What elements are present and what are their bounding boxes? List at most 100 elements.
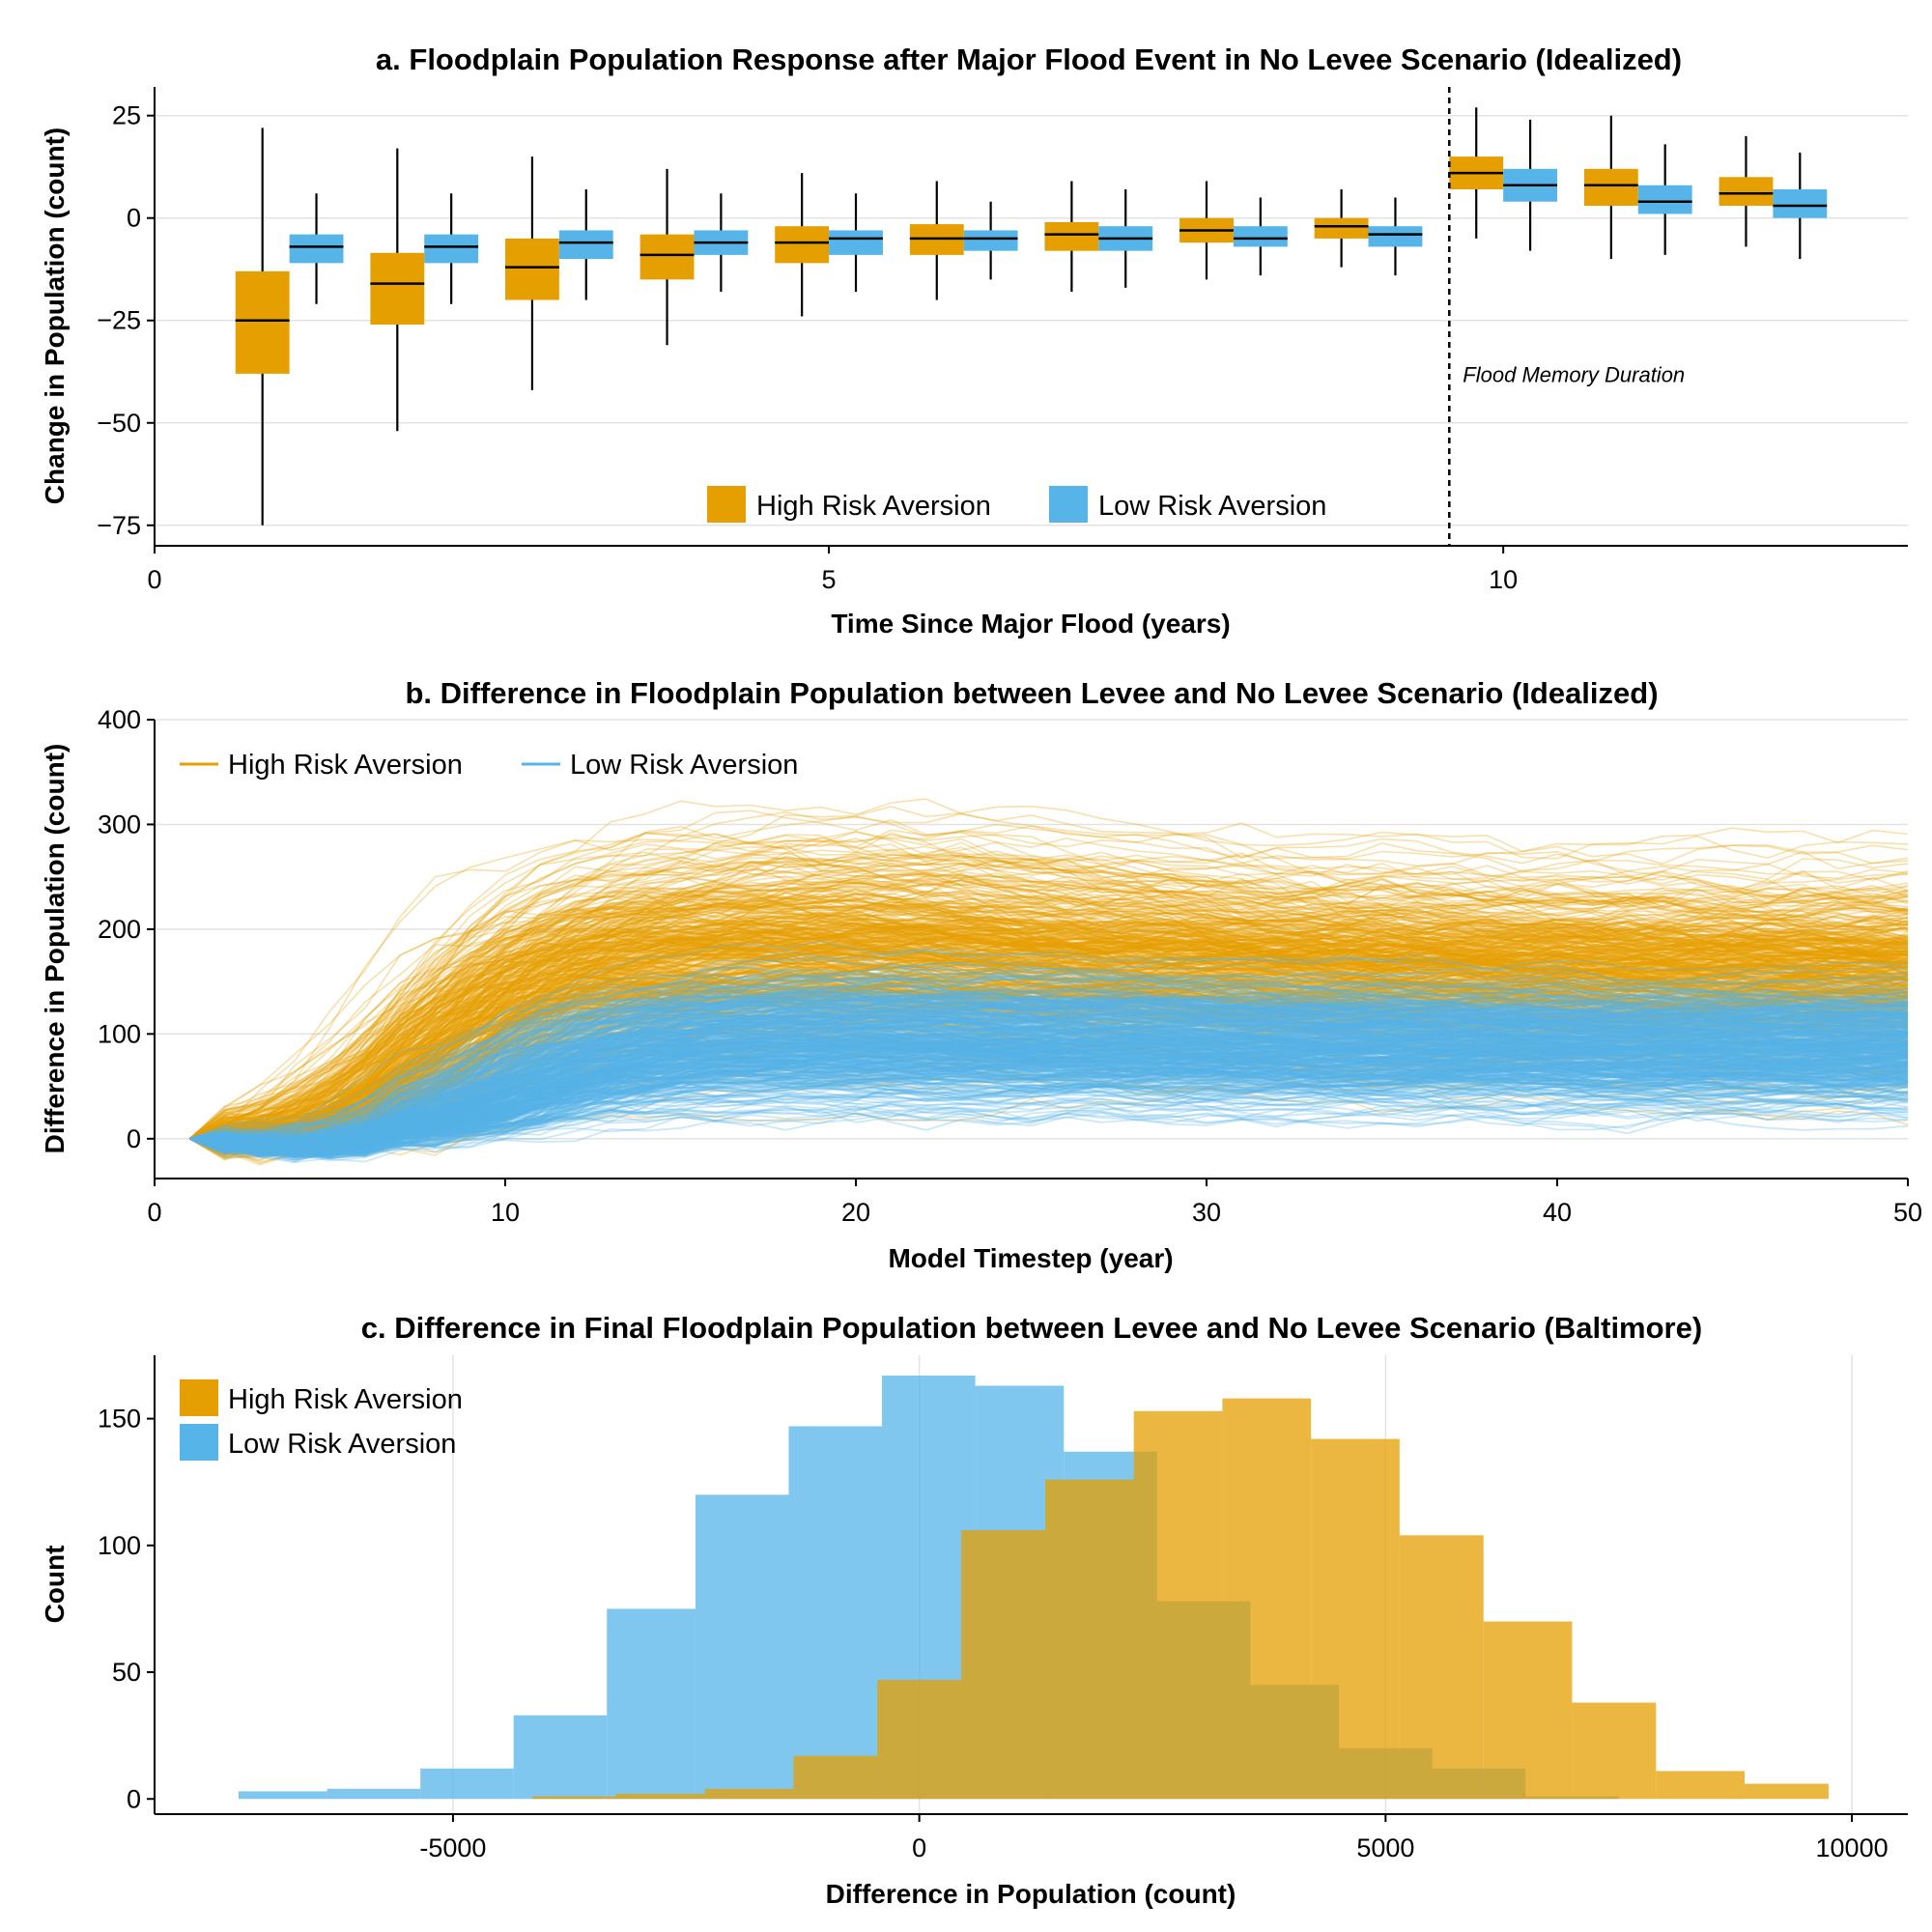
- run-line: [189, 967, 1909, 1152]
- run-line: [188, 937, 1909, 1140]
- run-line: [189, 990, 1909, 1151]
- run-line: [188, 960, 1909, 1140]
- run-line: [189, 920, 1909, 1145]
- run-line: [189, 985, 1909, 1140]
- panel-c-title: c. Difference in Final Floodplain Popula…: [361, 1311, 1702, 1345]
- run-line: [189, 983, 1909, 1149]
- run-line: [189, 988, 1909, 1151]
- run-line: [189, 990, 1909, 1140]
- run-line: [189, 936, 1909, 1140]
- panel-b-grid: [155, 719, 1908, 1140]
- panel-c-xtick-label: 10000: [1816, 1833, 1889, 1862]
- run-line: [188, 1028, 1909, 1159]
- run-line: [189, 1049, 1909, 1147]
- run-line: [189, 941, 1909, 1140]
- run-line: [189, 911, 1909, 1140]
- run-line: [189, 968, 1909, 1140]
- run-line: [189, 857, 1909, 1151]
- run-line: [188, 901, 1909, 1140]
- run-line: [189, 1015, 1909, 1157]
- run-line: [189, 990, 1909, 1158]
- flood-memory-label: Flood Memory Duration: [1463, 362, 1685, 386]
- run-line: [189, 995, 1909, 1149]
- run-line: [188, 889, 1909, 1140]
- run-line: [189, 1056, 1909, 1147]
- run-line: [189, 1026, 1909, 1153]
- run-line: [189, 842, 1909, 1140]
- run-line: [188, 893, 1909, 1159]
- run-line: [189, 1067, 1909, 1145]
- run-line: [189, 996, 1909, 1155]
- run-line: [189, 1062, 1909, 1158]
- run-line: [189, 904, 1909, 1140]
- run-line: [189, 1063, 1909, 1145]
- run-line: [189, 1039, 1909, 1150]
- hist-bar: [1222, 1398, 1312, 1800]
- run-line: [188, 938, 1909, 1140]
- run-line: [189, 1027, 1909, 1145]
- run-line: [189, 933, 1909, 1143]
- run-line: [188, 981, 1909, 1157]
- run-line: [189, 946, 1909, 1149]
- run-line: [188, 908, 1909, 1140]
- run-line: [189, 989, 1909, 1140]
- run-line: [189, 1037, 1909, 1142]
- run-line: [189, 898, 1909, 1140]
- run-line: [189, 851, 1909, 1140]
- run-line: [189, 953, 1909, 1156]
- run-line: [189, 1005, 1909, 1145]
- run-line: [189, 1056, 1909, 1154]
- run-line: [189, 936, 1909, 1140]
- run-line: [188, 980, 1909, 1140]
- hist-bar: [1044, 1479, 1134, 1800]
- legend-swatch-high: [707, 486, 746, 523]
- run-line: [188, 929, 1909, 1140]
- run-line: [189, 1033, 1909, 1146]
- panel-a-title: a. Floodplain Population Response after …: [376, 43, 1682, 76]
- panel-c-xlabel: Difference in Population (count): [826, 1879, 1236, 1909]
- box-iqr: [775, 226, 830, 264]
- run-line: [189, 935, 1909, 1140]
- run-line: [189, 1056, 1909, 1151]
- run-line: [189, 967, 1909, 1151]
- run-line: [189, 969, 1909, 1148]
- run-line: [189, 957, 1909, 1140]
- run-line: [188, 852, 1909, 1140]
- panel-c-ytick-label: 0: [127, 1784, 141, 1813]
- run-line: [189, 924, 1909, 1151]
- run-line: [189, 1010, 1909, 1149]
- run-line: [189, 990, 1909, 1140]
- run-line: [189, 937, 1909, 1140]
- panel-b-xtick-label: 0: [147, 1198, 161, 1227]
- run-line: [189, 1000, 1909, 1146]
- run-line: [189, 1030, 1909, 1154]
- run-line: [189, 1061, 1909, 1151]
- run-line: [189, 1036, 1909, 1155]
- run-line: [188, 888, 1909, 1140]
- run-line: [189, 1002, 1909, 1143]
- run-line: [189, 1025, 1909, 1151]
- run-line: [189, 1048, 1909, 1150]
- run-line: [189, 1070, 1909, 1145]
- run-line: [189, 1051, 1909, 1140]
- run-line: [189, 994, 1909, 1141]
- run-line: [189, 1043, 1909, 1156]
- box-iqr: [1368, 226, 1423, 247]
- run-line: [189, 1083, 1908, 1147]
- run-line: [189, 926, 1909, 1146]
- panel-c-ylabel: Count: [40, 1546, 70, 1624]
- run-line: [189, 935, 1909, 1140]
- run-line: [189, 1043, 1909, 1140]
- run-line: [189, 994, 1909, 1155]
- run-line: [189, 1027, 1909, 1153]
- run-line: [189, 838, 1909, 1142]
- panel-a-ytick-label: −75: [97, 511, 141, 540]
- run-line: [189, 997, 1909, 1144]
- run-line: [189, 851, 1909, 1141]
- run-line: [189, 913, 1909, 1157]
- run-line: [189, 1081, 1909, 1147]
- run-line: [189, 930, 1909, 1140]
- run-line: [189, 1009, 1909, 1140]
- legend-swatch-high: [180, 1379, 218, 1416]
- run-line: [189, 1066, 1909, 1157]
